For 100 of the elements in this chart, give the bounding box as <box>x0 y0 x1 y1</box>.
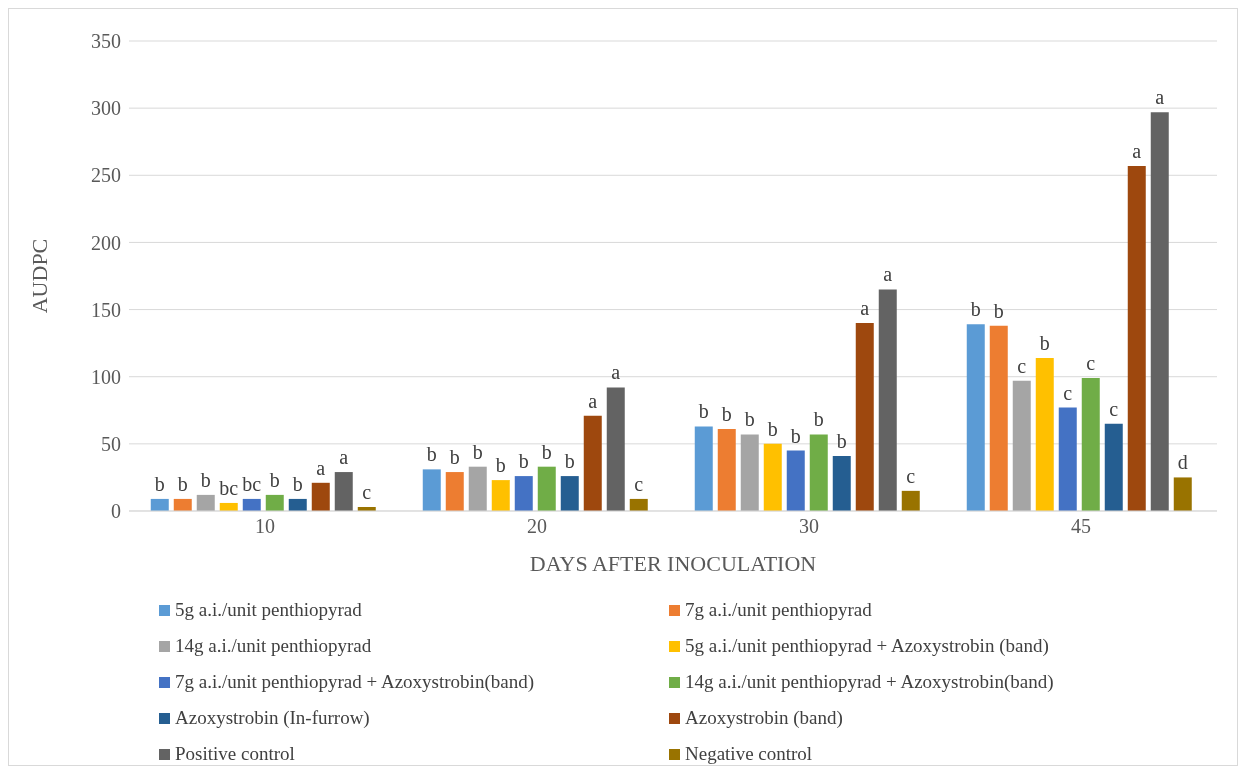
data-label: a <box>611 361 621 384</box>
legend-label: 5g a.i./unit penthiopyrad + Azoxystrobin (band) <box>685 635 1049 657</box>
bar <box>288 498 307 511</box>
data-label: c <box>634 472 644 495</box>
data-label: b <box>426 443 437 466</box>
bar <box>1104 423 1123 511</box>
data-label: c <box>1017 354 1027 377</box>
x-tick-label: 20 <box>527 515 547 538</box>
data-label: a <box>1155 86 1165 109</box>
bar <box>1058 407 1077 511</box>
bar <box>629 498 648 511</box>
legend-label: Positive control <box>175 743 295 765</box>
data-label: a <box>316 456 326 479</box>
bar <box>422 469 441 511</box>
bar <box>809 434 828 511</box>
bar <box>694 426 713 511</box>
y-tick-label: 200 <box>91 231 121 254</box>
bar <box>901 490 920 511</box>
data-label: b <box>472 440 483 463</box>
bar <box>855 323 874 511</box>
y-tick-label: 350 <box>91 30 121 53</box>
data-label: b <box>836 429 847 452</box>
bar <box>832 455 851 511</box>
data-label: b <box>698 400 709 423</box>
data-label: b <box>790 424 801 447</box>
data-label: a <box>1132 139 1142 162</box>
legend-label: 7g a.i./unit penthiopyrad <box>685 599 872 621</box>
bar <box>966 324 985 511</box>
data-label: a <box>588 389 598 412</box>
bar <box>445 472 464 511</box>
legend-label: Negative control <box>685 743 813 765</box>
data-label: a <box>339 446 349 469</box>
data-label: b <box>744 408 755 431</box>
bar <box>583 415 602 511</box>
y-axis-title: AUDPC <box>26 238 52 314</box>
data-label: b <box>154 472 165 495</box>
data-label: bc <box>242 472 262 495</box>
x-tick-label: 10 <box>255 515 275 538</box>
bar <box>1173 477 1192 511</box>
bar <box>606 387 625 511</box>
data-label: b <box>269 468 280 491</box>
legend-label: 5g a.i./unit penthiopyrad <box>175 599 362 621</box>
bar <box>1035 357 1054 511</box>
data-label: b <box>767 417 778 440</box>
data-label: bc <box>219 476 239 499</box>
bar <box>1012 380 1031 511</box>
y-tick-label: 100 <box>91 365 121 388</box>
data-label: b <box>177 472 188 495</box>
bar <box>150 498 169 511</box>
bar <box>242 498 261 511</box>
data-label: b <box>993 299 1004 322</box>
x-tick-label: 30 <box>799 515 819 538</box>
bar <box>560 476 579 511</box>
data-label: c <box>1063 381 1073 404</box>
y-tick-label: 300 <box>91 97 121 120</box>
x-tick-label: 45 <box>1071 515 1091 538</box>
legend-label: 14g a.i./unit penthiopyrad <box>175 635 372 657</box>
y-tick-label: 250 <box>91 164 121 187</box>
data-label: b <box>721 403 732 426</box>
data-label: a <box>883 263 893 286</box>
bar <box>334 472 353 511</box>
data-label: c <box>362 480 372 503</box>
bar <box>740 434 759 511</box>
data-label: b <box>200 468 211 491</box>
legend-label: 7g a.i./unit penthiopyrad + Azoxystrobin(band) <box>175 671 534 693</box>
data-label: c <box>1109 397 1119 420</box>
data-label: b <box>564 450 575 473</box>
data-label: d <box>1177 451 1188 474</box>
data-label: b <box>292 472 303 495</box>
bar <box>173 498 192 511</box>
bar <box>1127 165 1146 511</box>
data-label: c <box>906 464 916 487</box>
data-label: b <box>970 298 981 321</box>
bar <box>786 450 805 511</box>
legend-label: 14g a.i./unit penthiopyrad + Azoxystrobin(band) <box>685 671 1054 693</box>
data-label: b <box>449 446 460 469</box>
bar <box>311 482 330 511</box>
bar <box>763 443 782 511</box>
bar <box>514 476 533 511</box>
legend-label: Azoxystrobin (band) <box>685 707 843 729</box>
data-label: b <box>518 450 529 473</box>
bar <box>468 466 487 511</box>
bar <box>1081 378 1100 511</box>
bar <box>1150 112 1169 511</box>
data-label: a <box>860 297 870 319</box>
bar <box>491 480 510 511</box>
data-label: b <box>1039 331 1050 354</box>
y-tick-label: 50 <box>101 432 121 455</box>
bar <box>196 494 215 511</box>
data-label: b <box>495 454 506 477</box>
bar <box>265 494 284 511</box>
data-label: b <box>813 408 824 431</box>
legend-label: Azoxystrobin (In-furrow) <box>175 707 370 729</box>
y-tick-label: 150 <box>91 298 121 321</box>
bar <box>717 429 736 511</box>
bar <box>537 466 556 511</box>
y-tick-label: 0 <box>111 500 121 523</box>
data-label: b <box>541 440 552 463</box>
data-label: c <box>1086 352 1096 375</box>
bar <box>878 289 897 511</box>
